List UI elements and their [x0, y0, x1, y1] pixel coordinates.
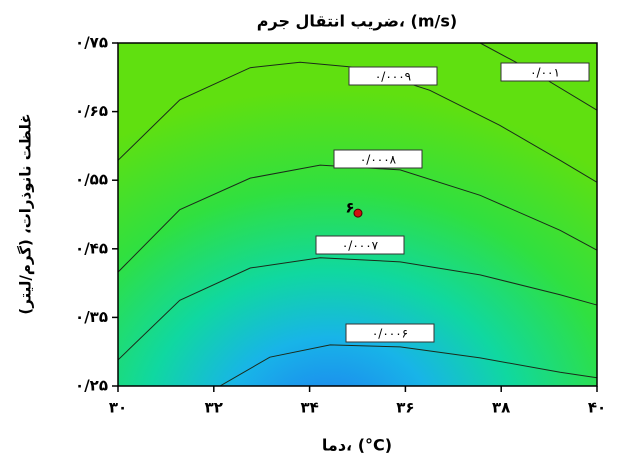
contour-label-box	[348, 66, 438, 86]
x-tick-label: ۳۲	[205, 399, 223, 417]
y-tick-label: ۰/۷۵	[75, 34, 108, 52]
contour-label-box	[500, 62, 590, 82]
x-tick-label: ۳۸	[492, 399, 510, 417]
x-axis-label: دما، (°C)	[322, 436, 392, 455]
contour-label: ۰/۰۰۰۶	[372, 327, 408, 341]
y-tick-label: ۰/۲۵	[75, 377, 108, 395]
data-point	[353, 208, 363, 218]
chart-title: ضریب انتقال جرم، (m/s)	[257, 12, 457, 31]
contour-label: ۰/۰۰۱	[530, 66, 560, 80]
x-tick-label: ۴۰	[588, 399, 606, 417]
y-tick-label: ۰/۶۵	[75, 102, 108, 120]
y-tick-label: ۰/۳۵	[75, 308, 108, 326]
contour-label: ۰/۰۰۰۸	[360, 153, 397, 167]
point-label: ۶	[345, 199, 354, 217]
x-tick-label: ۳۶	[396, 399, 414, 417]
contour-label: ۰/۰۰۰۷	[342, 239, 379, 253]
plot-frame	[117, 42, 598, 387]
y-tick-label: ۰/۵۵	[75, 171, 108, 189]
contour-label-box	[345, 323, 435, 343]
x-tick-label: ۳۰	[109, 399, 127, 417]
contour-label: ۰/۰۰۰۹	[375, 70, 411, 84]
contour-label-box	[333, 149, 423, 169]
y-tick-label: ۰/۴۵	[75, 239, 108, 257]
x-tick-label: ۳۴	[300, 399, 318, 417]
contour-line	[219, 344, 598, 387]
y-axis-label: غلظت نانوذرات، (گرم/لیتر)	[17, 113, 35, 314]
contour-label-box	[315, 235, 405, 255]
contour-line	[117, 257, 598, 361]
